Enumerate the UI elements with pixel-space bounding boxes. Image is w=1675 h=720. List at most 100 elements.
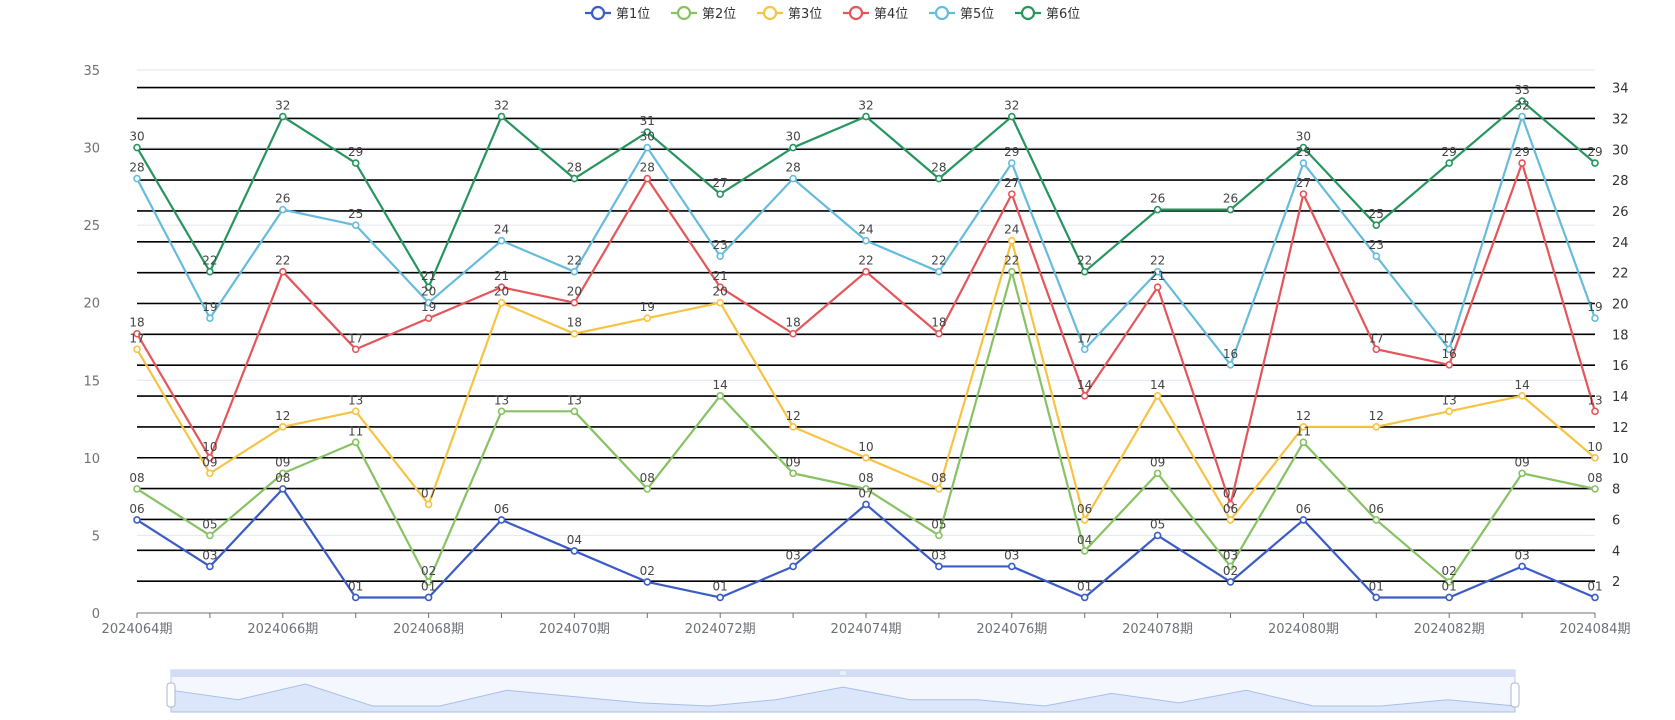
- data-label: 20: [713, 285, 728, 299]
- data-label: 27: [1296, 176, 1311, 190]
- data-label: 09: [1514, 455, 1529, 469]
- data-point: [133, 516, 141, 524]
- y2-tick-label: 6: [1612, 513, 1620, 528]
- data-point: [1445, 360, 1453, 369]
- data-point: [570, 407, 579, 416]
- legend[interactable]: 第1位 第2位 第3位 第4位 第5位 第6位: [585, 5, 1080, 22]
- data-point: [1591, 454, 1599, 462]
- data-point: [570, 547, 579, 555]
- data-label: 08: [858, 471, 873, 485]
- data-label: 13: [1587, 393, 1602, 407]
- data-point: [351, 407, 360, 416]
- data-point: [862, 500, 870, 509]
- legend-item-3[interactable]: 第3位: [757, 5, 822, 22]
- data-point: [935, 531, 943, 540]
- data-label: 26: [1223, 192, 1238, 206]
- data-label: 05: [1150, 517, 1165, 531]
- data-point: [1007, 159, 1016, 167]
- y2-tick-label: 14: [1612, 390, 1629, 405]
- data-point: [1080, 267, 1089, 276]
- data-label: 29: [1514, 145, 1529, 159]
- legend-label: 第6位: [1046, 7, 1080, 22]
- data-label: 12: [275, 409, 290, 423]
- legend-label: 第1位: [616, 7, 650, 22]
- x-tick-label: 2024074期: [831, 622, 902, 637]
- y2-tick-label: 24: [1612, 236, 1629, 251]
- data-label: 03: [1004, 548, 1019, 562]
- legend-item-6[interactable]: 第6位: [1015, 5, 1080, 22]
- data-label: 22: [275, 254, 290, 268]
- data-point: [278, 485, 287, 493]
- data-point: [1153, 531, 1162, 540]
- data-label: 31: [640, 114, 655, 128]
- data-label: 05: [202, 517, 217, 531]
- data-point: [789, 143, 797, 152]
- data-point: [716, 298, 725, 307]
- data-label: 13: [494, 393, 509, 407]
- data-label: 13: [1442, 393, 1457, 407]
- data-label: 30: [640, 130, 655, 144]
- data-label: 08: [1587, 471, 1602, 485]
- y2-tick-label: 20: [1612, 298, 1629, 313]
- data-label: 21: [421, 269, 436, 283]
- y2-tick-label: 32: [1612, 112, 1629, 127]
- legend-label: 第4位: [874, 7, 908, 22]
- data-label: 29: [1004, 145, 1019, 159]
- y-tick-label: 25: [83, 219, 100, 234]
- data-label: 28: [785, 161, 800, 175]
- data-label: 14: [713, 378, 728, 392]
- data-point: [643, 578, 652, 586]
- data-label: 19: [202, 300, 217, 314]
- x-tick-label: 2024084期: [1560, 622, 1631, 637]
- data-point: [1153, 267, 1162, 276]
- legend-item-5[interactable]: 第5位: [929, 5, 994, 22]
- data-point: [424, 314, 433, 323]
- data-point: [1080, 516, 1089, 524]
- data-label: 19: [640, 300, 655, 314]
- data-zoom-slider[interactable]: [166, 669, 1520, 713]
- data-label: 32: [858, 99, 873, 113]
- data-label: 03: [202, 548, 217, 562]
- data-label: 08: [129, 471, 144, 485]
- data-point: [1299, 438, 1308, 447]
- data-label: 30: [785, 130, 800, 144]
- data-point: [1226, 500, 1235, 509]
- data-point: [643, 485, 652, 493]
- zoom-handle-left[interactable]: [166, 682, 176, 708]
- data-point: [789, 562, 797, 571]
- data-point: [133, 345, 141, 354]
- legend-item-4[interactable]: 第4位: [843, 5, 908, 22]
- data-label: 14: [1150, 378, 1165, 392]
- data-point: [1226, 562, 1235, 571]
- data-label: 30: [1296, 130, 1311, 144]
- legend-item-1[interactable]: 第1位: [585, 5, 650, 22]
- data-label: 06: [1296, 502, 1311, 516]
- data-label: 09: [202, 455, 217, 469]
- data-point: [497, 298, 506, 307]
- legend-item-2[interactable]: 第2位: [671, 5, 736, 22]
- data-label: 02: [421, 564, 436, 578]
- data-label: 26: [1150, 192, 1165, 206]
- x-tick-label: 2024068期: [393, 622, 464, 637]
- data-label: 14: [1514, 378, 1529, 392]
- data-point: [716, 391, 725, 400]
- data-label: 10: [858, 440, 873, 454]
- data-label: 16: [1223, 347, 1238, 361]
- data-label: 01: [348, 579, 363, 593]
- data-point: [497, 516, 506, 524]
- legend-circle-icon: [590, 5, 606, 21]
- zoom-handle-right[interactable]: [1510, 682, 1520, 708]
- y2-tick-label: 34: [1612, 82, 1629, 97]
- data-label: 22: [931, 254, 946, 268]
- data-label: 20: [567, 285, 582, 299]
- y2-tick-label: 30: [1612, 143, 1629, 158]
- data-label: 22: [567, 254, 582, 268]
- data-label: 21: [713, 269, 728, 283]
- data-label: 04: [1077, 533, 1092, 547]
- data-label: 07: [1223, 486, 1238, 500]
- data-label: 12: [1369, 409, 1384, 423]
- data-point: [1518, 469, 1526, 478]
- data-label: 28: [931, 161, 946, 175]
